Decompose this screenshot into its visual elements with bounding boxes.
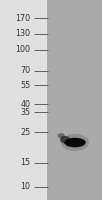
Text: 100: 100 (16, 45, 31, 54)
Ellipse shape (64, 138, 86, 147)
Ellipse shape (61, 134, 89, 151)
FancyBboxPatch shape (47, 0, 102, 200)
Ellipse shape (60, 136, 70, 144)
Text: 170: 170 (16, 14, 31, 23)
FancyBboxPatch shape (0, 0, 47, 200)
Text: 35: 35 (21, 108, 31, 117)
Text: 130: 130 (16, 29, 31, 38)
Text: 40: 40 (21, 100, 31, 109)
Text: 55: 55 (20, 81, 31, 90)
Text: 70: 70 (21, 66, 31, 75)
Text: 10: 10 (21, 182, 31, 191)
Text: 25: 25 (20, 128, 31, 137)
Text: 15: 15 (21, 158, 31, 167)
Ellipse shape (58, 133, 65, 139)
